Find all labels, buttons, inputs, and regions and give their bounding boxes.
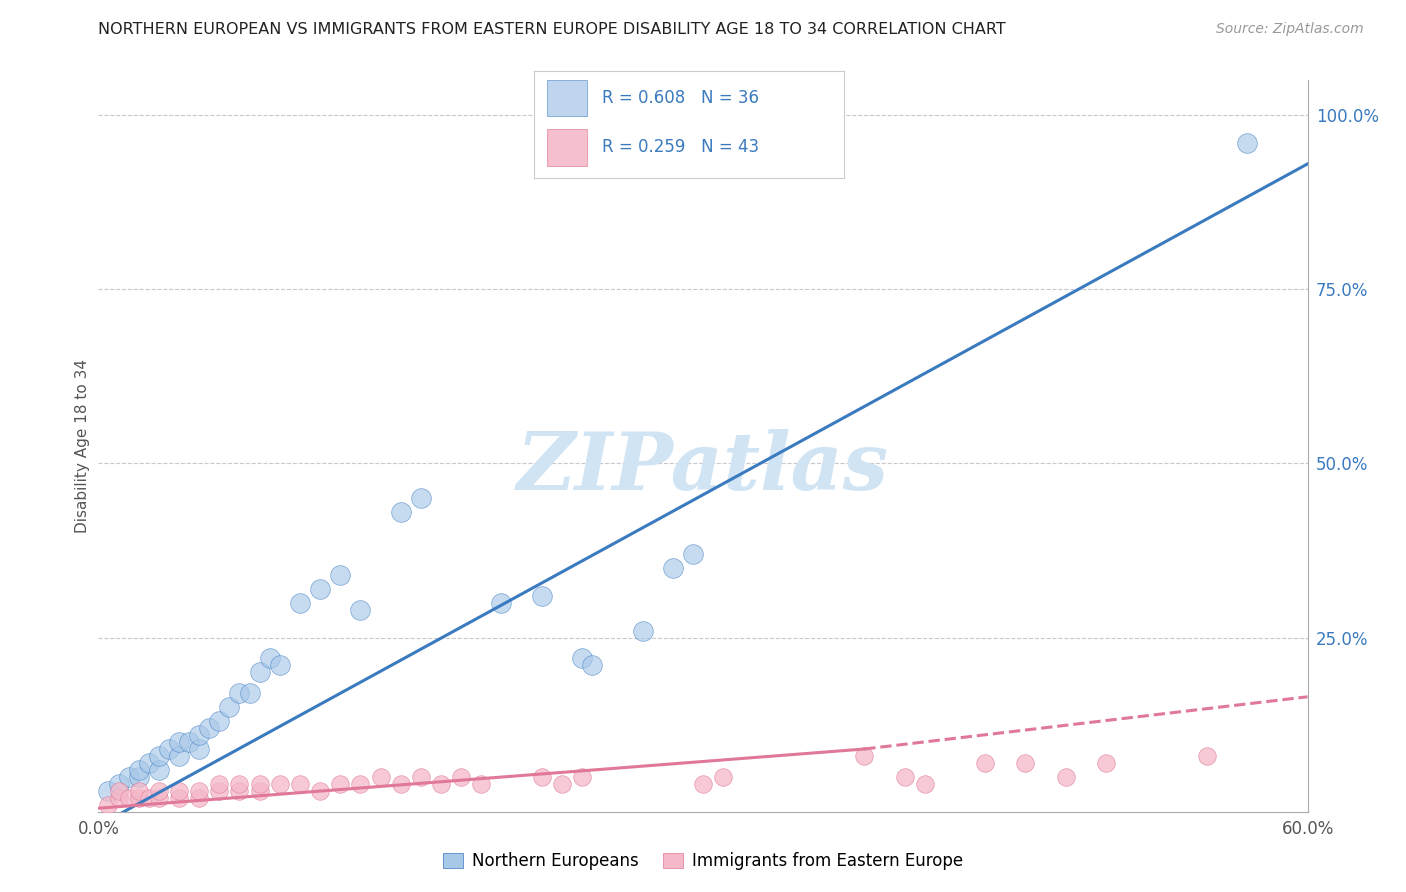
Point bbox=[450, 770, 472, 784]
Point bbox=[692, 777, 714, 791]
Point bbox=[157, 742, 180, 756]
Point bbox=[148, 784, 170, 798]
Point bbox=[571, 770, 593, 784]
Point bbox=[1095, 756, 1118, 770]
Point bbox=[711, 770, 734, 784]
Point bbox=[389, 505, 412, 519]
Point bbox=[329, 567, 352, 582]
Text: R = 0.259   N = 43: R = 0.259 N = 43 bbox=[602, 138, 759, 156]
Point bbox=[228, 777, 250, 791]
Point bbox=[167, 790, 190, 805]
Point bbox=[249, 784, 271, 798]
Point bbox=[97, 784, 120, 798]
Point bbox=[288, 596, 311, 610]
Point bbox=[208, 784, 231, 798]
Point bbox=[188, 790, 211, 805]
Point bbox=[128, 763, 150, 777]
Point bbox=[571, 651, 593, 665]
Point bbox=[228, 686, 250, 700]
Point bbox=[128, 784, 150, 798]
Point bbox=[631, 624, 654, 638]
Point bbox=[682, 547, 704, 561]
Point bbox=[269, 658, 291, 673]
Point bbox=[1014, 756, 1036, 770]
Point bbox=[167, 749, 190, 764]
Point bbox=[107, 777, 129, 791]
Point bbox=[167, 784, 190, 798]
Point bbox=[288, 777, 311, 791]
Point bbox=[148, 790, 170, 805]
Point bbox=[389, 777, 412, 791]
Point bbox=[662, 561, 685, 575]
Point bbox=[198, 721, 221, 735]
Bar bbox=[547, 129, 586, 166]
Point bbox=[530, 589, 553, 603]
Point bbox=[148, 749, 170, 764]
Point bbox=[470, 777, 492, 791]
Bar bbox=[547, 80, 586, 116]
Point bbox=[107, 784, 129, 798]
Point bbox=[974, 756, 997, 770]
Point bbox=[893, 770, 915, 784]
Text: ZIPatlas: ZIPatlas bbox=[517, 429, 889, 507]
Point bbox=[329, 777, 352, 791]
Point bbox=[914, 777, 936, 791]
Point bbox=[349, 777, 371, 791]
Point bbox=[97, 797, 120, 812]
Point bbox=[530, 770, 553, 784]
Point bbox=[581, 658, 603, 673]
Point bbox=[138, 756, 160, 770]
Point bbox=[491, 596, 513, 610]
Point bbox=[259, 651, 281, 665]
Point bbox=[179, 735, 201, 749]
Point bbox=[188, 728, 211, 742]
Text: NORTHERN EUROPEAN VS IMMIGRANTS FROM EASTERN EUROPE DISABILITY AGE 18 TO 34 CORR: NORTHERN EUROPEAN VS IMMIGRANTS FROM EAS… bbox=[98, 22, 1007, 37]
Y-axis label: Disability Age 18 to 34: Disability Age 18 to 34 bbox=[75, 359, 90, 533]
Point bbox=[1054, 770, 1077, 784]
Point bbox=[249, 777, 271, 791]
Point bbox=[208, 714, 231, 728]
Point bbox=[853, 749, 876, 764]
Point bbox=[239, 686, 262, 700]
Point bbox=[228, 784, 250, 798]
Point bbox=[349, 603, 371, 617]
Point bbox=[1236, 136, 1258, 150]
Point bbox=[309, 784, 332, 798]
Point bbox=[1195, 749, 1218, 764]
Point bbox=[269, 777, 291, 791]
Point bbox=[551, 777, 574, 791]
Point bbox=[128, 790, 150, 805]
Text: R = 0.608   N = 36: R = 0.608 N = 36 bbox=[602, 89, 759, 107]
Point bbox=[409, 491, 432, 506]
Point bbox=[430, 777, 453, 791]
Point bbox=[118, 770, 141, 784]
Point bbox=[208, 777, 231, 791]
Point bbox=[218, 700, 240, 714]
Legend: Northern Europeans, Immigrants from Eastern Europe: Northern Europeans, Immigrants from East… bbox=[436, 846, 970, 877]
Point bbox=[167, 735, 190, 749]
Point bbox=[107, 790, 129, 805]
Point bbox=[409, 770, 432, 784]
Point bbox=[309, 582, 332, 596]
Text: Source: ZipAtlas.com: Source: ZipAtlas.com bbox=[1216, 22, 1364, 37]
Point bbox=[138, 790, 160, 805]
Point bbox=[118, 790, 141, 805]
Point bbox=[188, 742, 211, 756]
Point bbox=[370, 770, 392, 784]
Point bbox=[128, 770, 150, 784]
Point bbox=[188, 784, 211, 798]
Point bbox=[249, 665, 271, 680]
Point bbox=[148, 763, 170, 777]
